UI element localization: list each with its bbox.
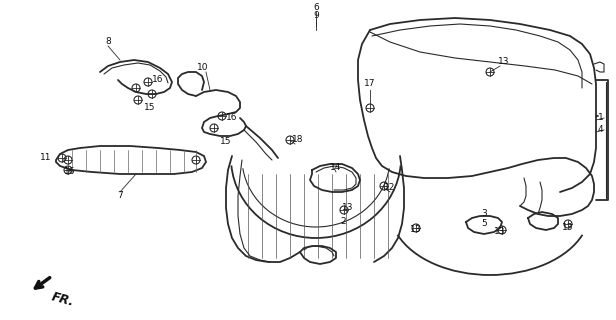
Text: 18: 18 bbox=[292, 135, 304, 145]
Text: 11: 11 bbox=[39, 154, 51, 163]
Text: 7: 7 bbox=[117, 191, 123, 201]
Text: 13: 13 bbox=[498, 58, 509, 67]
Text: 13: 13 bbox=[562, 223, 573, 233]
Text: 1: 1 bbox=[598, 114, 604, 123]
Text: 13: 13 bbox=[494, 228, 506, 236]
Text: 16: 16 bbox=[64, 167, 76, 177]
Text: FR.: FR. bbox=[50, 291, 76, 309]
Text: 4: 4 bbox=[598, 125, 604, 134]
Text: 13: 13 bbox=[410, 226, 422, 235]
Text: 14: 14 bbox=[330, 164, 342, 172]
Text: 9: 9 bbox=[313, 12, 319, 20]
Text: 15: 15 bbox=[144, 103, 155, 113]
Text: 6: 6 bbox=[313, 4, 319, 12]
Text: 12: 12 bbox=[384, 183, 395, 193]
Text: 3: 3 bbox=[481, 210, 487, 219]
Text: 5: 5 bbox=[481, 220, 487, 228]
Text: 2: 2 bbox=[340, 218, 346, 227]
Text: 17: 17 bbox=[364, 79, 376, 89]
Text: 8: 8 bbox=[105, 37, 111, 46]
Text: 16: 16 bbox=[152, 76, 163, 84]
Text: 13: 13 bbox=[342, 204, 354, 212]
Text: 15: 15 bbox=[220, 138, 232, 147]
Text: 10: 10 bbox=[197, 63, 209, 73]
Text: 16: 16 bbox=[226, 114, 238, 123]
